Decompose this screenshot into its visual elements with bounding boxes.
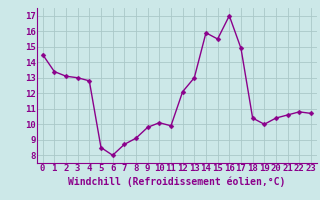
X-axis label: Windchill (Refroidissement éolien,°C): Windchill (Refroidissement éolien,°C) (68, 176, 285, 187)
